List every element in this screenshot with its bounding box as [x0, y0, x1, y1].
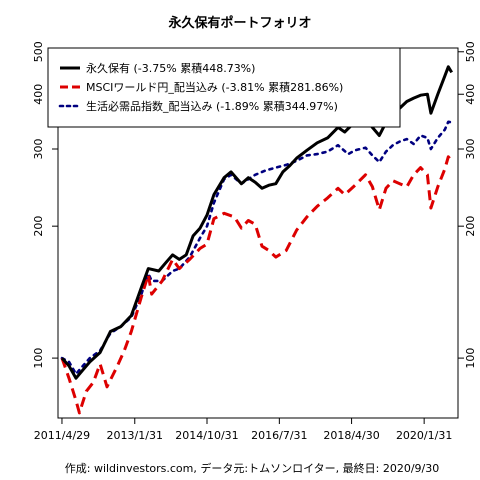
x-tick-label-4: 2018/4/30 — [323, 429, 379, 442]
x-tick-label-3: 2016/7/31 — [251, 429, 307, 442]
legend-box — [47, 47, 401, 128]
x-tick-label-5: 2020/1/31 — [396, 429, 452, 442]
series-layer — [60, 65, 453, 415]
y-tick-label-left-4: 500 — [32, 41, 45, 62]
legend-label-0: 永久保有 (-3.75% 累積448.73%) — [86, 61, 255, 75]
series-line-2 — [60, 120, 453, 376]
legend: 永久保有 (-3.75% 累積448.73%) MSCIワールド円_配当込み (-… — [47, 47, 401, 128]
y-tick-label-right-4: 500 — [464, 41, 477, 62]
y-tick-label-right-0: 100 — [464, 348, 477, 369]
y-tick-label-right-1: 200 — [464, 216, 477, 237]
series-line-0 — [60, 65, 453, 380]
y-tick-label-right-3: 400 — [464, 84, 477, 105]
y-tick-label-right-2: 300 — [464, 138, 477, 159]
y-tick-label-left-1: 200 — [32, 216, 45, 237]
legend-label-2: 生活必需品指数_配当込み (-1.89% 累積344.97%) — [86, 99, 338, 113]
legend-label-1: MSCIワールド円_配当込み (-3.81% 累積281.86%) — [86, 80, 343, 94]
x-tick-label-2: 2014/10/31 — [175, 429, 238, 442]
chart-title: 永久保有ポートフォリオ — [167, 15, 311, 31]
x-tick-label-1: 2013/1/31 — [107, 429, 163, 442]
y-tick-label-left-2: 300 — [32, 138, 45, 159]
y-tick-label-left-3: 400 — [32, 84, 45, 105]
x-tick-label-0: 2011/4/29 — [34, 429, 90, 442]
y-tick-label-left-0: 100 — [32, 348, 45, 369]
series-line-1 — [60, 155, 453, 415]
axes-layer: 100 100 200 200 300 300 400 400 500 500 2011/4/29 2… — [32, 41, 477, 442]
chart-caption: 作成: wildinvestors.com, データ元:トムソンロイター, 最終… — [65, 461, 439, 475]
